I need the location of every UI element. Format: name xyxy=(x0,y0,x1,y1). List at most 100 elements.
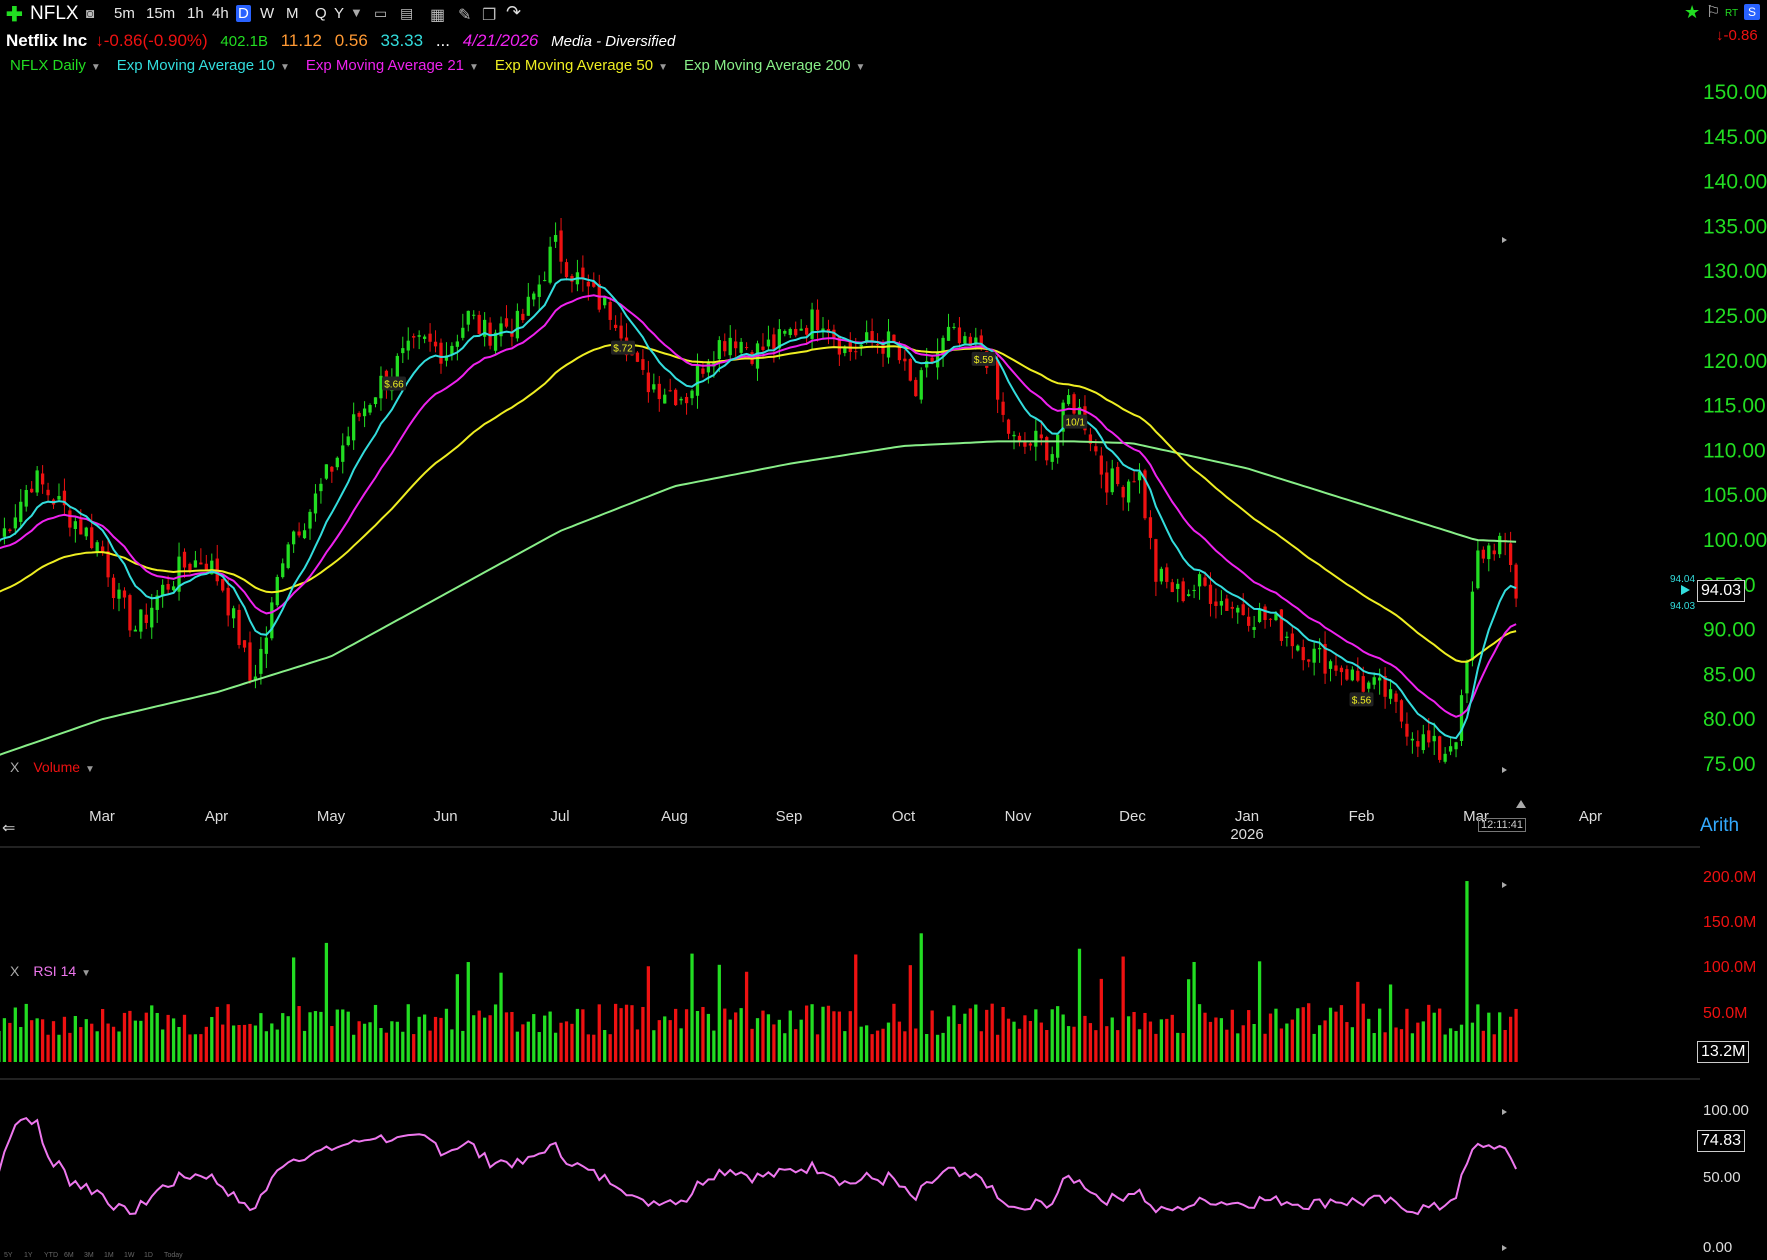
flag-icon[interactable]: ⚐ xyxy=(1706,4,1721,21)
chevron-down-icon[interactable]: ▼ xyxy=(85,764,95,775)
range-ytd[interactable]: YTD xyxy=(44,1252,58,1259)
legend-item-4[interactable]: Exp Moving Average 200 ▼ xyxy=(684,57,865,74)
candle xyxy=(608,301,612,320)
candle xyxy=(995,360,1000,400)
legend-item-2[interactable]: Exp Moving Average 21 ▼ xyxy=(306,57,479,74)
candle xyxy=(581,267,585,279)
volume-bar xyxy=(592,1034,596,1062)
range-6m[interactable]: 6M xyxy=(64,1252,74,1259)
volume-bar xyxy=(308,1012,312,1062)
month-label: Mar xyxy=(1463,808,1489,825)
range-today[interactable]: Today xyxy=(164,1252,183,1259)
candle xyxy=(1077,407,1082,415)
candle xyxy=(79,519,83,535)
candle xyxy=(723,341,727,352)
chevron-down-icon[interactable]: ▼ xyxy=(855,62,866,73)
rsi-label[interactable]: RSI 14 xyxy=(33,963,77,979)
volume-bar xyxy=(346,1011,350,1062)
timeframe-m[interactable]: M xyxy=(286,5,299,22)
star-icon[interactable]: ★ xyxy=(1684,2,1701,22)
volume-bar xyxy=(19,1027,23,1062)
timeframe-w[interactable]: W xyxy=(260,5,275,22)
axis-marker-icon xyxy=(1502,882,1507,888)
close-icon[interactable]: X xyxy=(10,759,20,775)
volume-bar xyxy=(1427,1004,1431,1062)
timeframe-dropdown-icon[interactable]: ▼ xyxy=(350,5,363,20)
range-1y[interactable]: 1Y xyxy=(24,1252,33,1259)
close-icon[interactable]: X xyxy=(10,963,20,979)
candle xyxy=(1312,648,1316,663)
chevron-down-icon[interactable]: ▼ xyxy=(469,62,479,73)
volume-bar xyxy=(1208,1021,1213,1062)
range-1d[interactable]: 1D xyxy=(144,1252,153,1259)
share-arrow-icon[interactable]: ↷ xyxy=(506,2,522,22)
candle xyxy=(979,335,983,346)
volume-bar xyxy=(324,942,329,1062)
legend-item-0[interactable]: NFLX Daily ▼ xyxy=(10,57,101,74)
candle xyxy=(444,355,449,361)
candle xyxy=(1181,581,1185,602)
candle xyxy=(1317,647,1322,650)
range-1m[interactable]: 1M xyxy=(104,1252,114,1259)
candle xyxy=(1241,604,1245,616)
volume-bar xyxy=(1323,1020,1327,1062)
candle xyxy=(1328,661,1333,669)
volume-bar xyxy=(493,1004,498,1062)
candle xyxy=(635,352,640,362)
layout-icon[interactable]: ▤ xyxy=(400,5,414,21)
candle xyxy=(1394,693,1398,702)
legend-item-1[interactable]: Exp Moving Average 10 ▼ xyxy=(117,57,290,74)
range-3m[interactable]: 3M xyxy=(84,1252,94,1259)
timeframe-1h[interactable]: 1h xyxy=(187,5,204,22)
candle xyxy=(433,341,438,347)
timeframe-15m[interactable]: 15m xyxy=(146,5,176,22)
timeframe-y[interactable]: Y xyxy=(334,5,345,22)
volume-bar xyxy=(608,1034,612,1062)
price-pointer-icon xyxy=(1681,585,1690,595)
chevron-down-icon[interactable]: ▼ xyxy=(658,62,668,73)
candle xyxy=(532,293,536,300)
scroll-back-icon[interactable]: ⇐ xyxy=(2,820,16,837)
price-tick: 100.00 xyxy=(1703,529,1767,552)
volume-bar xyxy=(1230,1009,1234,1062)
scale-mode[interactable]: Arith xyxy=(1700,815,1740,836)
chevron-down-icon[interactable]: ▼ xyxy=(90,62,101,73)
volume-bar xyxy=(1028,1020,1033,1062)
volume-bar xyxy=(532,1014,536,1062)
camera-icon[interactable]: ◙ xyxy=(86,5,95,21)
info-ellipsis[interactable]: ... xyxy=(435,31,450,50)
chevron-down-icon[interactable]: ▼ xyxy=(81,968,92,979)
candle xyxy=(373,397,378,405)
symbol-input[interactable]: NFLX xyxy=(30,3,79,24)
copy-icon[interactable]: ❐ xyxy=(482,7,497,24)
chevron-down-icon[interactable]: ▼ xyxy=(279,62,290,73)
s-badge[interactable]: S xyxy=(1744,4,1761,20)
calendar-add-icon[interactable]: ▦ xyxy=(430,7,446,24)
volume-bar xyxy=(581,1009,585,1062)
candle xyxy=(1219,601,1224,606)
candle xyxy=(221,579,225,591)
volume-bar xyxy=(1197,1004,1202,1062)
draw-pencil-icon[interactable]: ✎ xyxy=(458,7,472,24)
range-5y[interactable]: 5Y xyxy=(4,1252,13,1259)
volume-bar xyxy=(1378,1008,1382,1062)
timeframe-d[interactable]: D xyxy=(236,5,251,22)
range-1w[interactable]: 1W xyxy=(124,1252,135,1259)
timeframe-5m[interactable]: 5m xyxy=(114,5,135,22)
timeframe-4h[interactable]: 4h xyxy=(212,5,229,22)
volume-label[interactable]: Volume xyxy=(33,759,81,775)
chart-type-icon[interactable]: ▭ xyxy=(374,5,388,21)
candle xyxy=(1012,434,1016,437)
volume-bar xyxy=(613,1003,618,1062)
add-symbol-icon[interactable]: ✚ xyxy=(6,4,23,26)
candle xyxy=(1203,577,1207,586)
volume-bar xyxy=(826,1005,831,1062)
candle xyxy=(717,340,721,360)
timeframe-q[interactable]: Q xyxy=(315,5,327,22)
candle xyxy=(401,348,405,354)
candle xyxy=(1514,564,1518,599)
candle xyxy=(150,607,154,628)
legend-item-3[interactable]: Exp Moving Average 50 ▼ xyxy=(495,57,668,74)
right-price-change: ↓-0.86 xyxy=(1716,27,1758,44)
